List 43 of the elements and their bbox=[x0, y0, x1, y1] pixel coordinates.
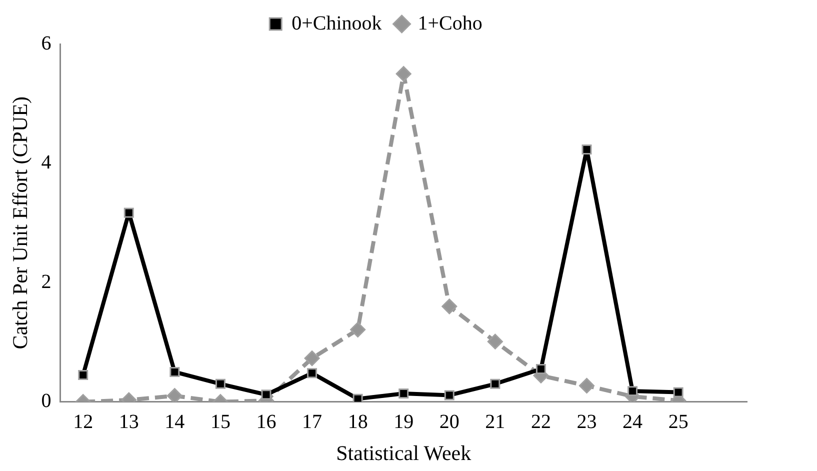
point bbox=[215, 378, 226, 389]
x-tick-label: 23 bbox=[576, 411, 597, 434]
x-tick-label: 14 bbox=[164, 411, 185, 434]
x-tick-label: 21 bbox=[485, 411, 506, 434]
point bbox=[124, 208, 134, 218]
point bbox=[261, 390, 272, 400]
point bbox=[352, 394, 363, 402]
point bbox=[673, 387, 684, 398]
x-tick-label: 20 bbox=[439, 411, 460, 434]
point bbox=[444, 390, 454, 400]
x-axis-title: Statistical Week bbox=[336, 440, 472, 465]
y-axis-title: Catch Per Unit Effort (CPUE) bbox=[8, 96, 32, 350]
x-tick-label: 19 bbox=[394, 411, 414, 434]
x-tick-label: 12 bbox=[73, 411, 94, 434]
x-tick-label: 16 bbox=[256, 411, 276, 434]
point bbox=[578, 378, 594, 394]
legend-label: 0+Chinook bbox=[292, 12, 382, 34]
legend-label: 1+Coho bbox=[418, 12, 482, 34]
x-tick-label: 13 bbox=[118, 411, 139, 434]
x-tick-label: 15 bbox=[210, 411, 230, 434]
point bbox=[490, 378, 500, 389]
point bbox=[536, 364, 546, 374]
point bbox=[582, 144, 592, 155]
y-tick-label: 4 bbox=[41, 152, 52, 174]
point bbox=[166, 388, 182, 402]
point bbox=[396, 66, 412, 82]
point bbox=[487, 334, 503, 350]
point bbox=[78, 370, 88, 380]
y-tick-label: 0 bbox=[41, 390, 52, 412]
x-tick-label: 17 bbox=[302, 411, 322, 434]
y-tick-label: 6 bbox=[41, 32, 52, 54]
y-tick-label: 2 bbox=[41, 270, 52, 293]
x-tick-label: 25 bbox=[668, 411, 688, 434]
point bbox=[442, 298, 458, 314]
x-tick-label: 24 bbox=[622, 411, 643, 434]
point bbox=[350, 322, 366, 338]
point bbox=[398, 388, 409, 398]
point bbox=[170, 366, 180, 377]
x-tick-label: 18 bbox=[348, 411, 368, 434]
point bbox=[307, 368, 318, 378]
x-tick-label: 22 bbox=[530, 411, 551, 434]
point bbox=[304, 350, 320, 366]
point bbox=[628, 386, 638, 396]
